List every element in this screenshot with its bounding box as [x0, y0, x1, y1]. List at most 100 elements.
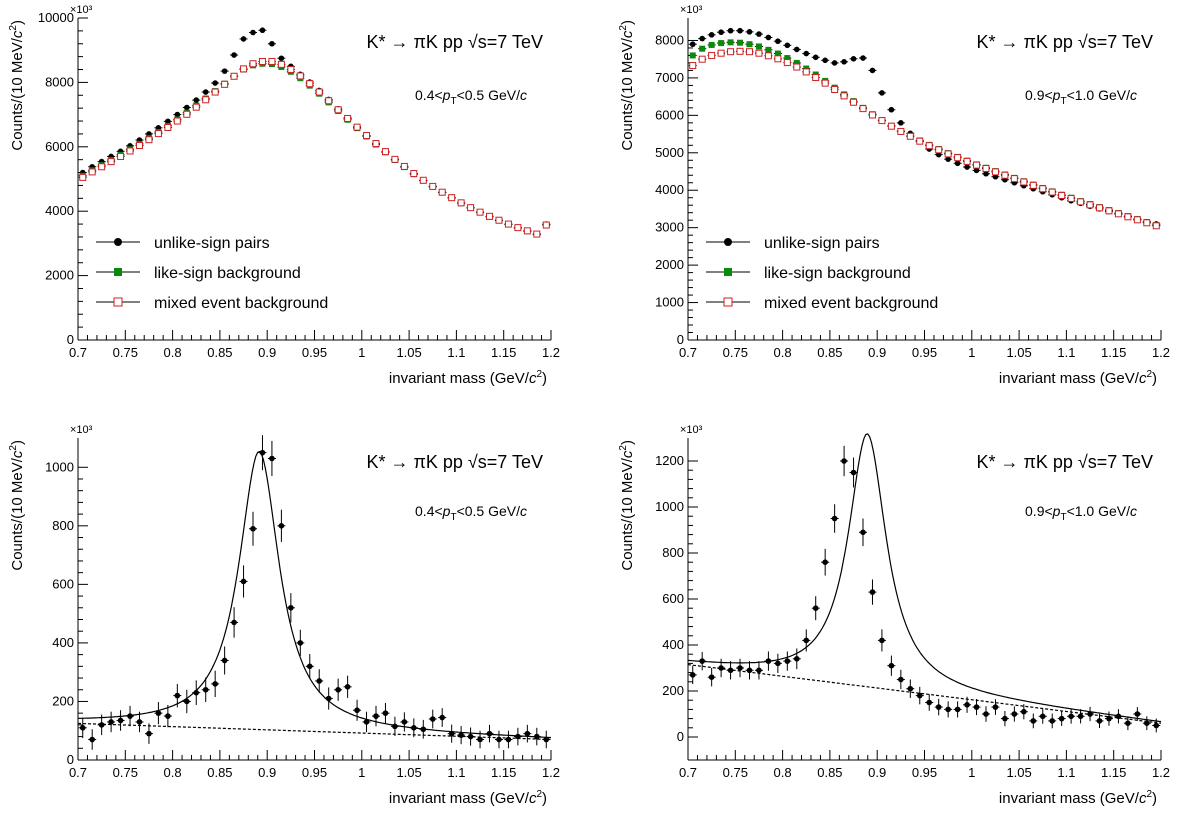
data-point [126, 147, 134, 155]
data-point [1106, 715, 1112, 722]
data-point [746, 41, 753, 48]
y-tick-label: 400 [662, 637, 684, 652]
data-point [982, 165, 990, 173]
data-point [765, 46, 772, 53]
data-point [887, 122, 895, 130]
data-point [296, 72, 304, 80]
data-point [1030, 718, 1037, 724]
data-point [372, 140, 380, 148]
data-point [429, 182, 437, 190]
data-point [793, 59, 800, 66]
data-point [831, 60, 838, 66]
data-point [689, 41, 696, 48]
data-point [230, 72, 238, 80]
annotation-title: K* → πK pp √s=7 TeV [366, 452, 543, 472]
data-point [1010, 175, 1018, 183]
y-tick-label: 10000 [38, 10, 74, 25]
x-tick-label: 0.8 [164, 765, 182, 780]
data-point [174, 692, 181, 699]
data-point [850, 469, 857, 476]
data-point [708, 32, 715, 38]
data-point [258, 57, 266, 65]
data-point [708, 41, 715, 48]
data-point [699, 35, 705, 42]
data-point [898, 676, 904, 683]
data-point [727, 27, 734, 34]
data-point [344, 684, 351, 690]
data-point [221, 68, 228, 74]
data-point [764, 52, 772, 60]
x-tick-label: 0.75 [113, 765, 138, 780]
legend-entry: unlike-sign pairs [706, 235, 880, 252]
data-point [1133, 216, 1141, 224]
data-point [802, 68, 810, 76]
data-point [240, 36, 247, 42]
y-tick-label: 6000 [45, 139, 74, 154]
legend-entry: mixed event background [96, 295, 328, 312]
data-point [1144, 720, 1150, 726]
data-point [89, 736, 95, 743]
data-point [259, 449, 266, 456]
data-point [316, 678, 323, 684]
data-point [803, 637, 810, 644]
data-point [916, 692, 923, 699]
annotation-pt-range: 0.4<pT<0.5 GeV/c [415, 87, 527, 107]
data-point [211, 88, 219, 96]
data-point [755, 49, 763, 57]
data-point [410, 170, 418, 178]
data-point [708, 674, 715, 680]
legend-entry: like-sign background [96, 265, 301, 282]
data-point [973, 161, 981, 169]
data-point [231, 52, 237, 58]
data-point [212, 80, 218, 86]
data-point [533, 230, 541, 238]
x-tick-label: 0.8 [774, 345, 792, 360]
x-tick-label: 1.1 [447, 345, 465, 360]
data-point [438, 188, 446, 196]
x-tick-label: 1 [358, 345, 365, 360]
data-point [476, 208, 484, 216]
data-point [736, 47, 744, 55]
data-point [439, 714, 446, 721]
data-point [775, 38, 781, 45]
data-point [737, 27, 743, 34]
x-tick-label: 1.2 [542, 765, 560, 780]
y-exponent-label: ×10³ [680, 424, 703, 436]
data-point [783, 59, 791, 67]
data-point [737, 39, 744, 46]
data-point [136, 719, 143, 725]
data-point [916, 137, 924, 145]
data-point [1077, 198, 1085, 206]
data-point [429, 716, 436, 722]
data-point [1068, 713, 1074, 720]
data-point [524, 730, 531, 737]
legend-label: unlike-sign pairs [154, 235, 270, 252]
x-axis-title: invariant mass (GeV/c2) [999, 789, 1157, 807]
data-point [269, 455, 275, 462]
data-point [183, 110, 191, 118]
data-point [708, 51, 716, 59]
y-tick-label: 0 [677, 729, 684, 744]
data-point [727, 667, 734, 674]
data-point [925, 142, 933, 150]
data-point [486, 212, 494, 220]
y-tick-label: 8000 [45, 74, 74, 89]
background-fit-curve [687, 663, 1162, 724]
data-point [784, 658, 791, 664]
data-point [850, 98, 858, 106]
data-point [860, 529, 866, 536]
data-point [1039, 713, 1046, 720]
data-point [765, 658, 772, 664]
data-point [841, 458, 847, 464]
data-point [363, 132, 371, 140]
data-point [1086, 201, 1094, 209]
data-point [1143, 219, 1151, 227]
data-point [1048, 188, 1056, 196]
data-point [297, 640, 304, 646]
data-point [718, 40, 725, 47]
data-point [841, 59, 847, 65]
data-point [354, 707, 360, 714]
data-point [727, 48, 735, 56]
y-tick-label: 1000 [655, 499, 684, 514]
data-point [250, 29, 256, 36]
